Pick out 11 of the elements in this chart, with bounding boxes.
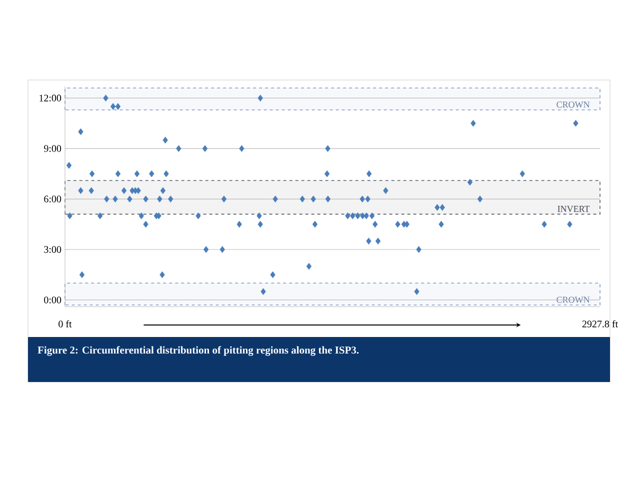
y-tick-label: 0:00 bbox=[44, 296, 62, 304]
x-tick-label: 0 ft bbox=[58, 320, 72, 328]
band-label: CROWN bbox=[556, 102, 590, 108]
caption: Figure 2: Circumferential distribution of pitting regions along the ISP3. bbox=[38, 346, 359, 356]
y-tick-label: 3:00 bbox=[44, 246, 62, 253]
band-label: INVERT bbox=[558, 206, 590, 212]
y-tick-label: 6:00 bbox=[44, 196, 62, 202]
x-tick-label: 2927.8 ft bbox=[582, 320, 618, 328]
y-tick-label: 12:00 bbox=[40, 94, 62, 102]
y-tick-label: 9:00 bbox=[44, 145, 62, 152]
band-label: CROWN bbox=[556, 296, 590, 303]
